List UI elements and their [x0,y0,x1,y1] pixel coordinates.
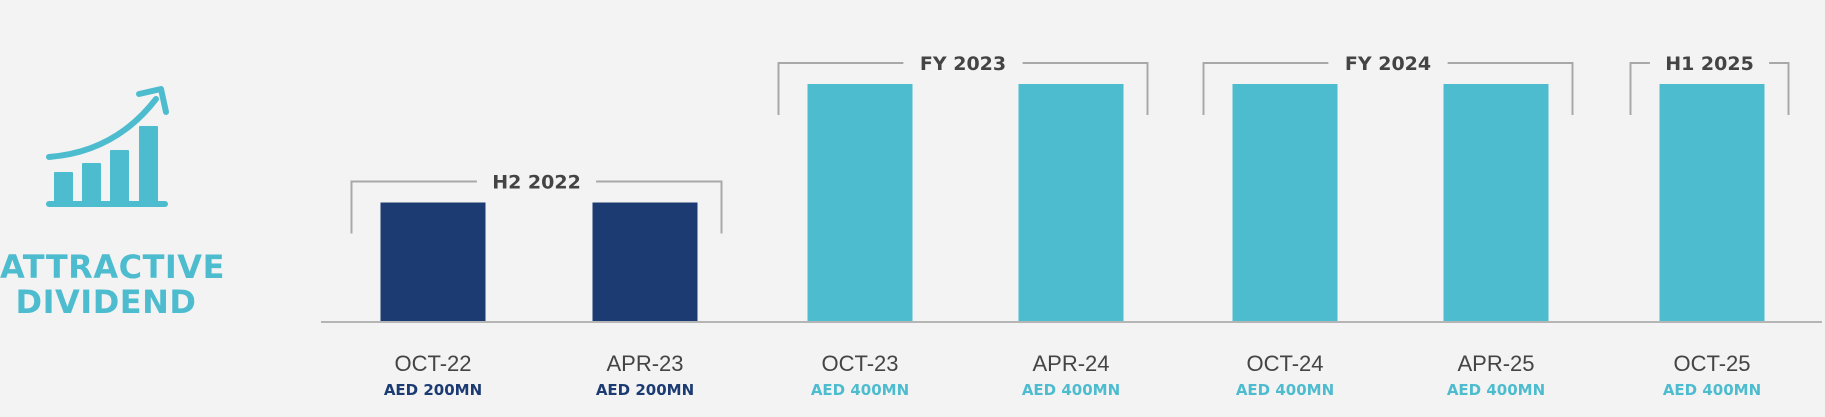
bar-oct-22 [380,202,486,321]
category-label: APR-24 [1032,351,1109,376]
bar-apr-23 [592,202,698,321]
category-label: APR-25 [1457,351,1534,376]
bar-oct-24 [1232,84,1338,321]
value-label: AED 200MN [596,381,694,399]
category-label: OCT-24 [1246,351,1323,376]
group-bracket-left [1202,62,1329,115]
value-label: AED 400MN [1022,381,1120,399]
value-label: AED 400MN [811,381,909,399]
bar-oct-23 [807,84,913,321]
group-bracket-right [1447,62,1574,115]
group-label: H2 2022 [492,172,581,194]
bar-apr-25 [1443,84,1549,321]
category-label: OCT-23 [821,351,898,376]
category-label: OCT-25 [1673,351,1750,376]
group-bracket-right [1022,62,1149,115]
title-line-2: DIVIDEND [15,283,197,321]
group-bracket-left [1629,62,1650,115]
growth-chart-icon [46,86,169,207]
value-label: AED 400MN [1236,381,1334,399]
category-label: APR-23 [606,351,683,376]
bar-oct-25 [1659,84,1765,321]
group-label: FY 2023 [920,53,1006,75]
bar-apr-24 [1018,84,1124,321]
group-bracket-right [1769,62,1790,115]
group-bracket-left [777,62,904,115]
group-label: H1 2025 [1665,53,1754,75]
value-label: AED 400MN [1447,381,1545,399]
value-label: AED 400MN [1663,381,1761,399]
group-label: FY 2024 [1345,53,1431,75]
category-label: OCT-22 [394,351,471,376]
group-bracket-right [596,180,723,234]
value-label: AED 200MN [384,381,482,399]
group-bracket-left [350,180,477,234]
title-line-1: ATTRACTIVE [0,248,225,286]
